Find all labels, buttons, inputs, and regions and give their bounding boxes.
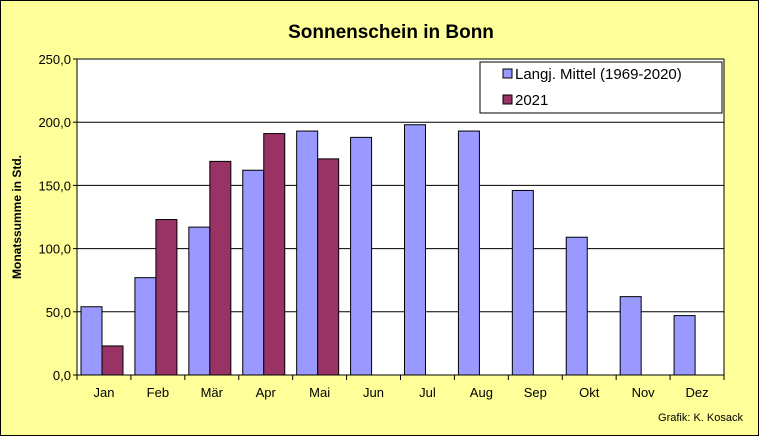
x-tick-label: Nov — [632, 385, 656, 400]
bar-mittel-7 — [404, 124, 426, 376]
x-tick-label: Mai — [309, 385, 330, 400]
y-tick-label: 100,0 — [38, 242, 71, 257]
x-tick-label: Aug — [470, 385, 493, 400]
legend-label-mittel: Langj. Mittel (1969-2020) — [515, 66, 682, 83]
bar-2021-4 — [263, 133, 286, 376]
bar-mittel-9 — [511, 189, 534, 376]
x-tick-label: Okt — [579, 385, 600, 400]
bar-mittel-2 — [134, 277, 157, 376]
y-tick-label: 50,0 — [46, 305, 71, 320]
bar-mittel-11 — [619, 296, 642, 376]
x-tick-label: Sep — [524, 385, 547, 400]
legend-box — [479, 61, 723, 114]
bar-mittel-1 — [80, 306, 103, 376]
y-tick-label: 0,0 — [53, 368, 71, 383]
x-tick-label: Feb — [147, 385, 169, 400]
x-tick-label: Jun — [363, 385, 384, 400]
legend: Langj. Mittel (1969-2020) 2021 — [479, 61, 723, 114]
bar-2021-5 — [317, 158, 340, 376]
legend-label-2021: 2021 — [515, 92, 548, 109]
x-ticks: Jan Feb Mär Apr Mai Jun Jul Aug Sep Okt Nov Dez — [76, 375, 725, 400]
bar-2021-2 — [155, 219, 178, 376]
y-tick-label: 200,0 — [38, 115, 71, 130]
bar-mittel-5 — [296, 130, 319, 376]
bar-mittel-8 — [457, 130, 480, 376]
y-axis-label: Monatssumme in Std. — [10, 155, 24, 279]
bar-2021-3 — [209, 160, 232, 376]
bar-mittel-4 — [242, 169, 265, 376]
legend-swatch-mittel — [502, 68, 513, 79]
bar-2021-1 — [101, 345, 124, 376]
bar-mittel-3 — [188, 226, 211, 376]
bar-mittel-10 — [565, 236, 588, 376]
bar-mittel-12 — [673, 315, 696, 376]
bar-mittel-6 — [350, 136, 373, 376]
grid-lines — [77, 58, 724, 313]
x-tick-label: Dez — [685, 385, 708, 400]
x-tick-label: Mär — [201, 385, 224, 400]
x-tick-label: Jan — [93, 385, 114, 400]
chart-credit: Grafik: K. Kosack — [658, 412, 743, 424]
y-ticks: 0,0 50,0 100,0 150,0 200,0 250,0 — [38, 52, 77, 383]
y-tick-label: 150,0 — [38, 178, 71, 193]
legend-swatch-2021 — [502, 94, 513, 105]
x-tick-label: Apr — [256, 385, 277, 400]
x-tick-label: Jul — [419, 385, 436, 400]
chart-title: Sonnenschein in Bonn — [288, 22, 494, 43]
y-tick-label: 250,0 — [38, 52, 71, 67]
